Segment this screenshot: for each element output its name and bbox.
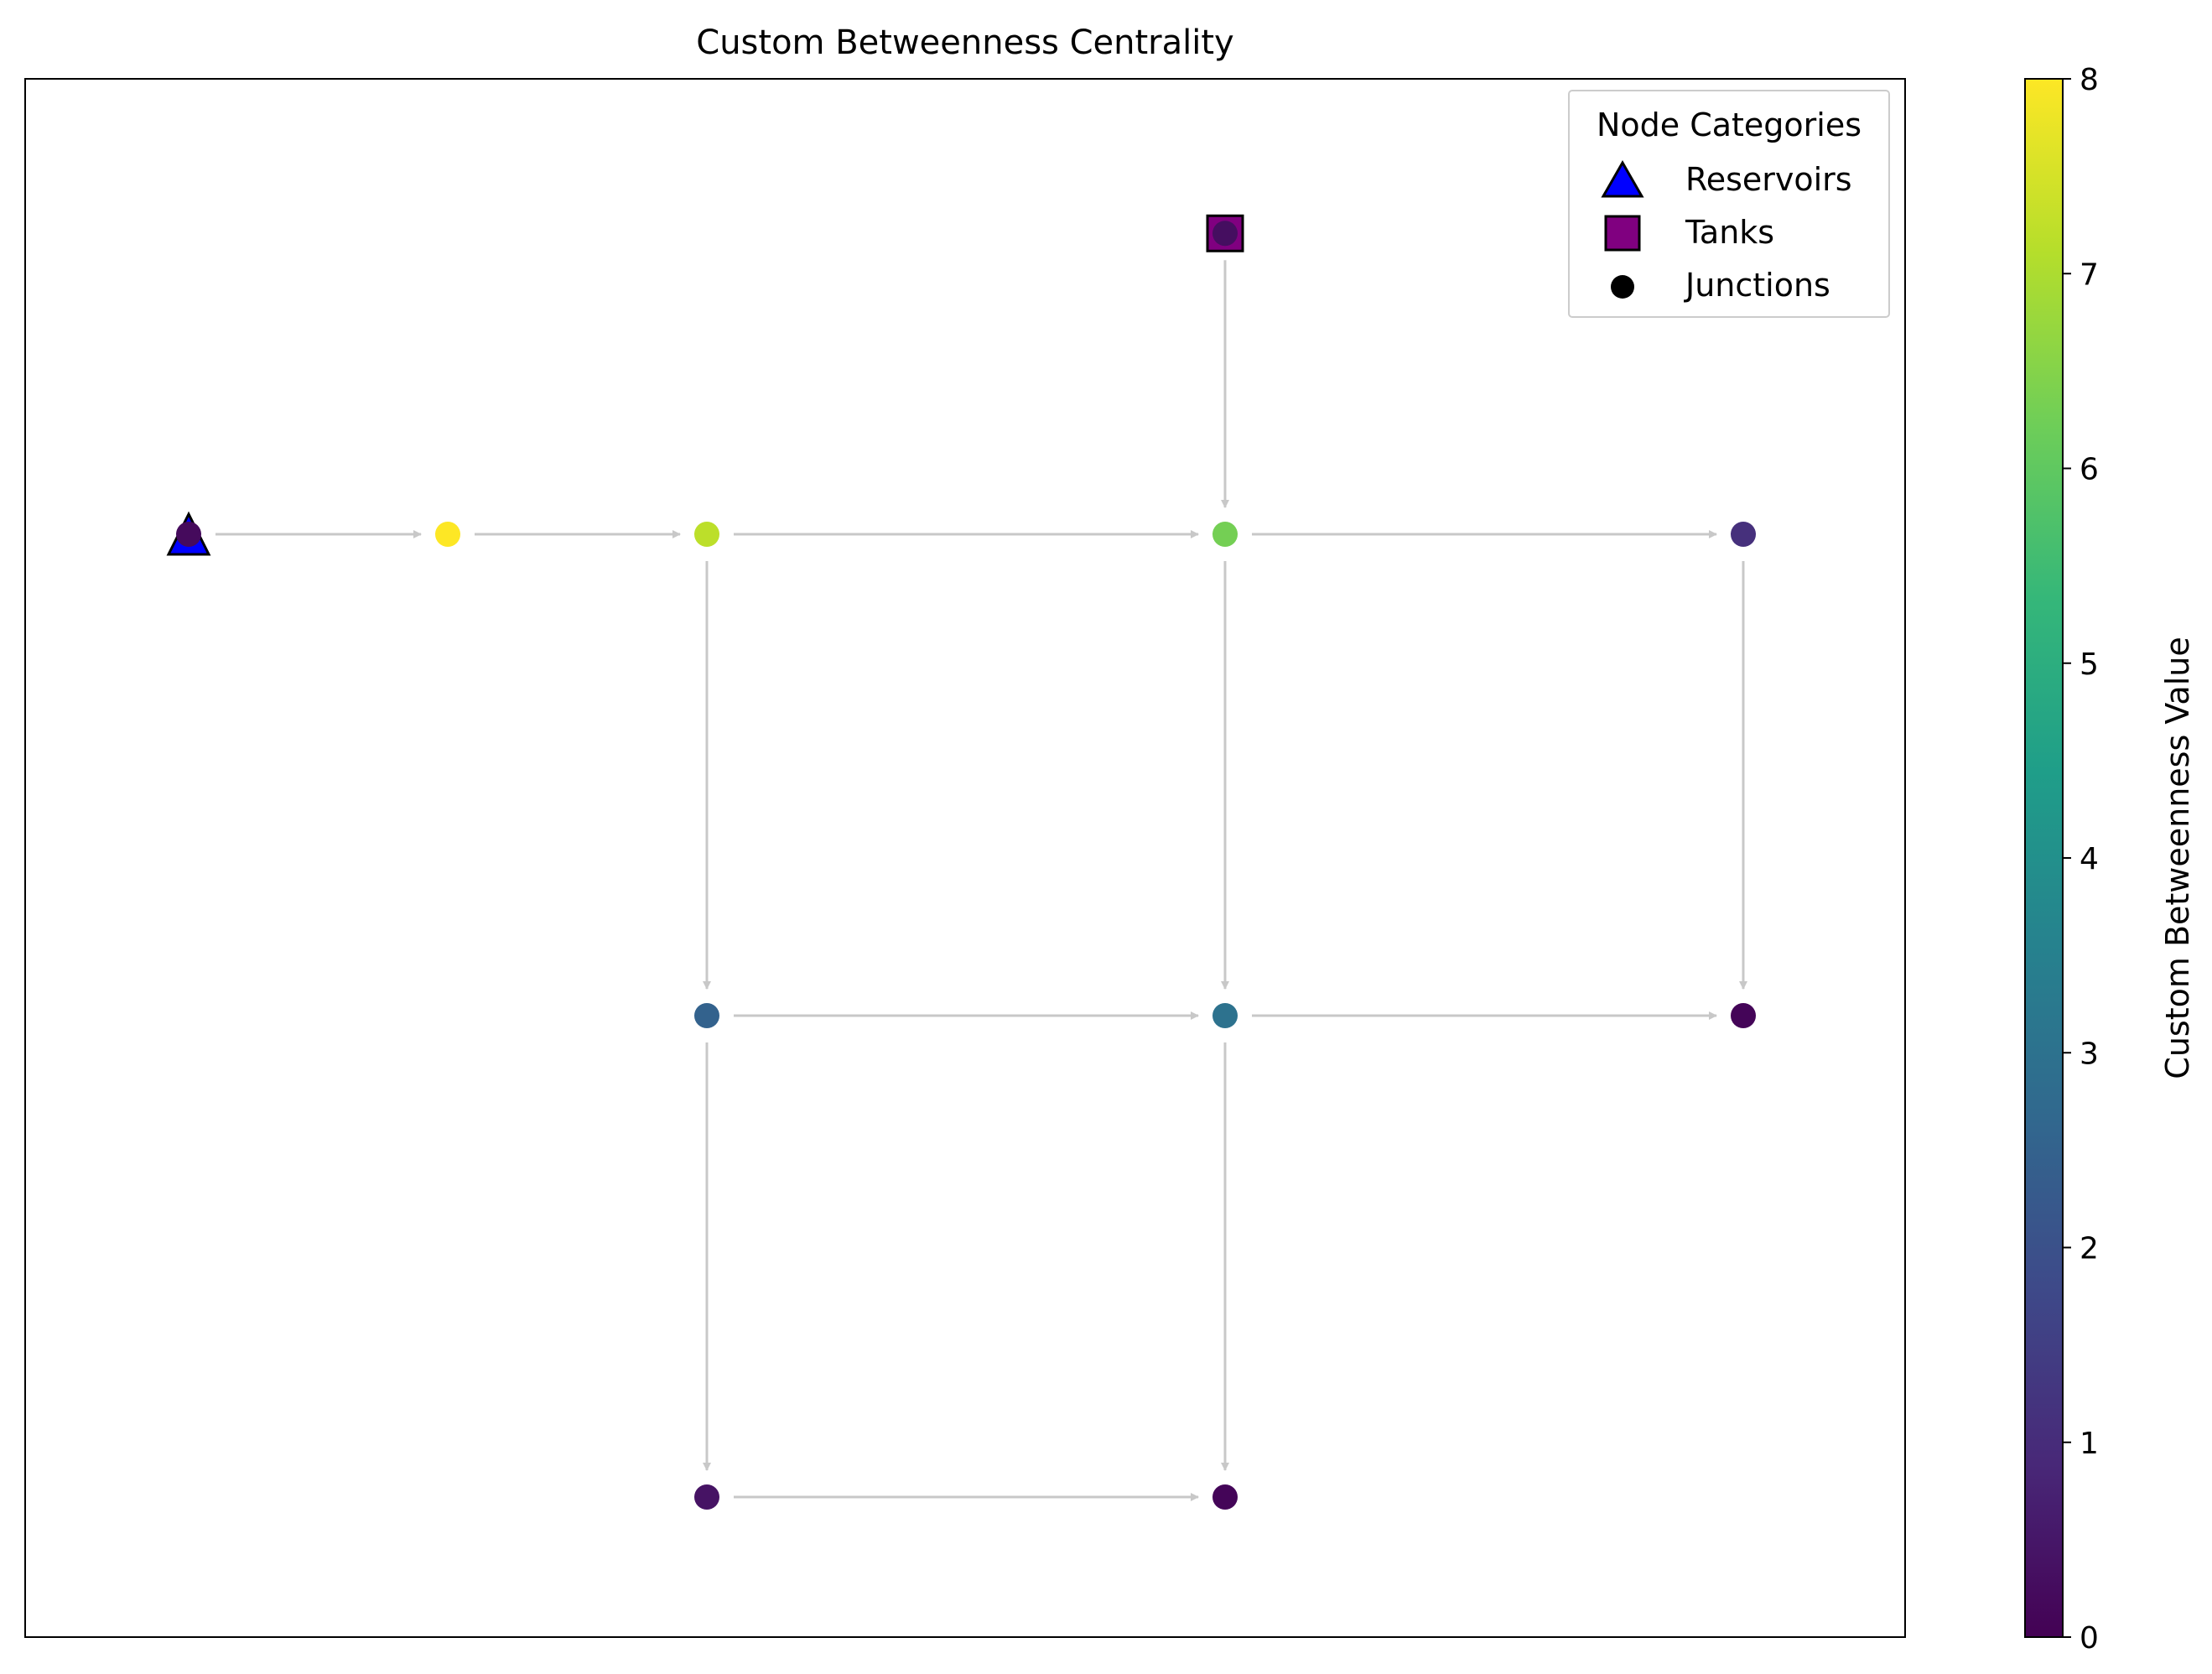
nodes-layer <box>166 214 1756 1510</box>
legend-label-reservoirs: Reservoirs <box>1685 161 1852 198</box>
junction-node-T <box>1212 221 1238 247</box>
junction-node-C3 <box>1212 1484 1238 1510</box>
junction-circle-icon <box>1611 275 1634 299</box>
legend: Node Categories Reservoirs Tanks Junctio… <box>1568 90 1890 318</box>
junction-node-A4 <box>1731 522 1756 547</box>
colorbar-tick-label: 3 <box>2080 1037 2099 1071</box>
edges-layer <box>215 260 1747 1501</box>
colorbar-label: Custom Betweenness Value <box>2159 637 2196 1079</box>
chart-title: Custom Betweenness Centrality <box>696 23 1233 62</box>
junction-node-B3 <box>1212 1003 1238 1028</box>
colorbar: 0 1 2 3 4 5 6 7 8 Custom Betweenness Value <box>2024 63 2196 1656</box>
junction-node-A2 <box>694 522 719 547</box>
tank-square-icon <box>1604 215 1641 252</box>
junction-node-R <box>176 522 201 547</box>
legend-label-tanks: Tanks <box>1685 214 1774 251</box>
colorbar-ticks: 0 1 2 3 4 5 6 7 8 <box>2063 63 2099 1656</box>
plot-area <box>24 78 1906 1638</box>
colorbar-tick-label: 4 <box>2080 842 2099 876</box>
junction-node-C2 <box>694 1484 719 1510</box>
colorbar-tick-label: 1 <box>2080 1427 2099 1461</box>
colorbar-tick-label: 6 <box>2080 453 2099 487</box>
legend-label-junctions: Junctions <box>1684 267 1830 304</box>
junction-node-A3 <box>1212 522 1238 547</box>
colorbar-tick-label: 7 <box>2080 257 2099 292</box>
legend-frame <box>1568 90 1890 318</box>
legend-title: Node Categories <box>1597 107 1862 143</box>
junction-node-B4 <box>1731 1003 1756 1028</box>
colorbar-tick-label: 5 <box>2080 647 2099 682</box>
colorbar-tick-label: 8 <box>2080 63 2099 97</box>
colorbar-tick-label: 0 <box>2080 1621 2099 1656</box>
reservoir-triangle-icon <box>1601 159 1644 198</box>
junction-node-A1 <box>435 522 460 547</box>
junction-node-B2 <box>694 1003 719 1028</box>
colorbar-gradient <box>2024 78 2064 1638</box>
colorbar-tick-label: 2 <box>2080 1232 2099 1266</box>
